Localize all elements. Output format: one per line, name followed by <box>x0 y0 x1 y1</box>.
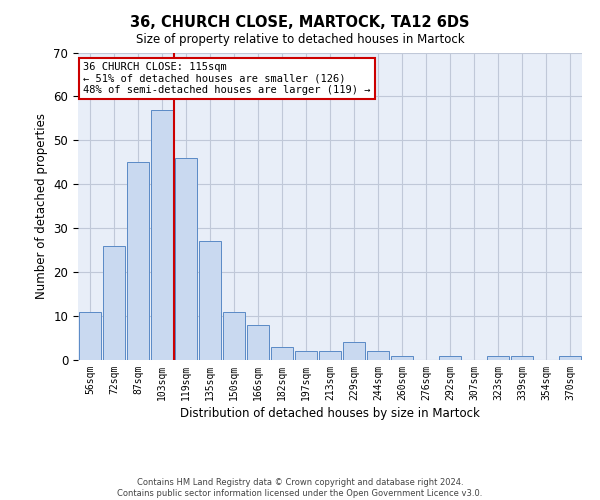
Bar <box>247 325 269 360</box>
Text: 36 CHURCH CLOSE: 115sqm
← 51% of detached houses are smaller (126)
48% of semi-d: 36 CHURCH CLOSE: 115sqm ← 51% of detache… <box>83 62 371 95</box>
Bar <box>439 356 461 360</box>
Text: Contains HM Land Registry data © Crown copyright and database right 2024.
Contai: Contains HM Land Registry data © Crown c… <box>118 478 482 498</box>
Bar <box>559 356 581 360</box>
Bar <box>103 246 125 360</box>
Bar <box>199 242 221 360</box>
Bar <box>367 351 389 360</box>
Bar <box>127 162 149 360</box>
Bar <box>295 351 317 360</box>
Bar <box>391 356 413 360</box>
Bar <box>343 342 365 360</box>
X-axis label: Distribution of detached houses by size in Martock: Distribution of detached houses by size … <box>180 407 480 420</box>
Y-axis label: Number of detached properties: Number of detached properties <box>35 114 48 299</box>
Bar <box>223 312 245 360</box>
Bar <box>271 347 293 360</box>
Bar <box>151 110 173 360</box>
Bar <box>511 356 533 360</box>
Bar <box>175 158 197 360</box>
Bar <box>79 312 101 360</box>
Text: 36, CHURCH CLOSE, MARTOCK, TA12 6DS: 36, CHURCH CLOSE, MARTOCK, TA12 6DS <box>130 15 470 30</box>
Text: Size of property relative to detached houses in Martock: Size of property relative to detached ho… <box>136 32 464 46</box>
Bar <box>487 356 509 360</box>
Bar <box>319 351 341 360</box>
